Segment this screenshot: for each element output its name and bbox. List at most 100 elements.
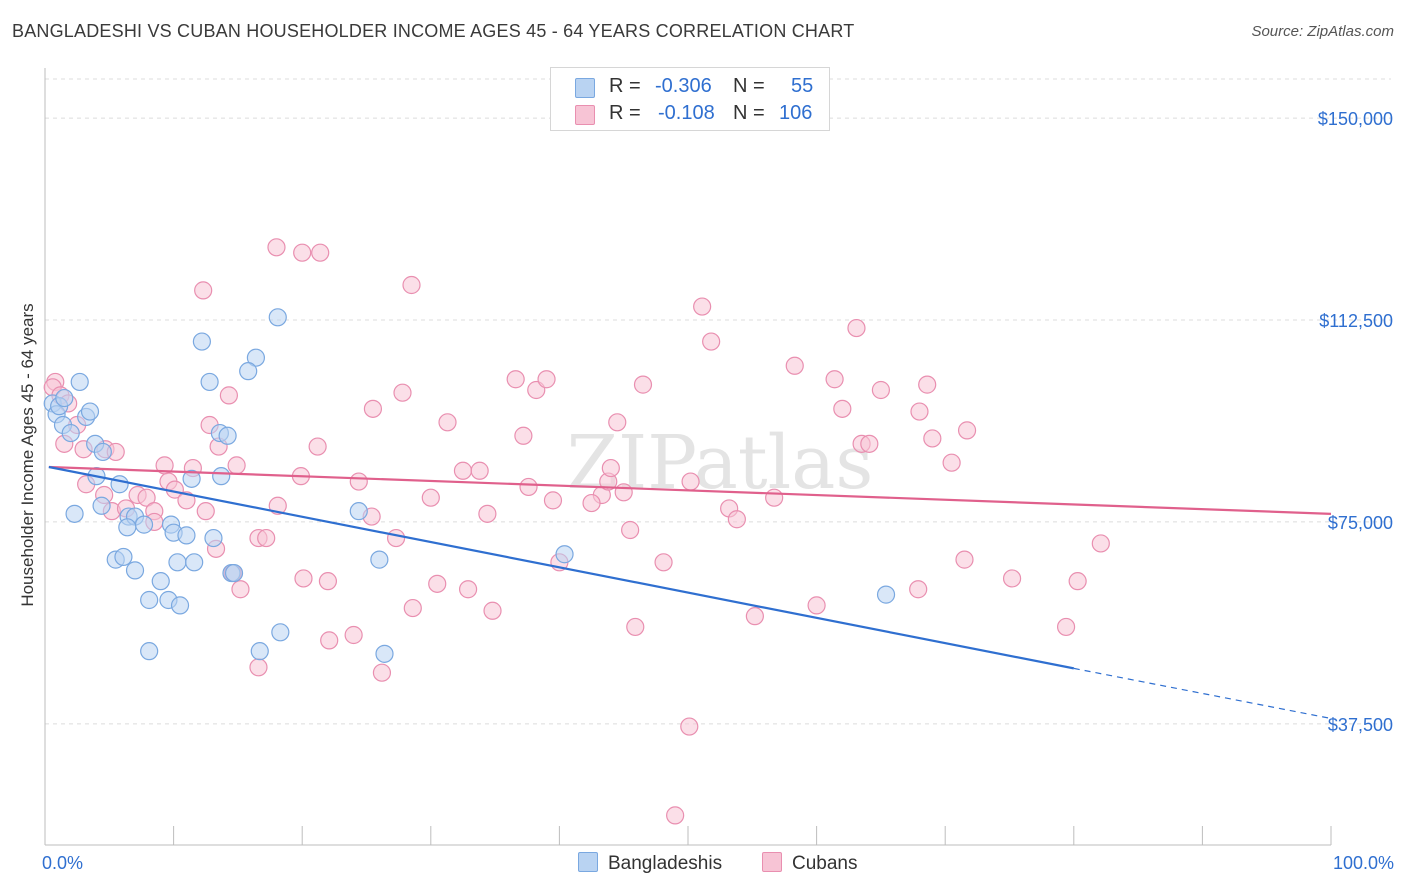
data-point [745,607,764,626]
data-point [294,569,313,588]
data-point [239,362,258,381]
data-point [833,399,852,418]
data-point [537,370,556,389]
data-point [224,563,244,583]
data-point [170,596,190,615]
data-point [151,572,170,591]
data-point [918,375,937,394]
data-point [204,528,223,548]
y-tick-label: $75,000 [1328,513,1393,533]
legend-r-value: -0.108 [658,102,715,124]
data-point [1056,617,1076,637]
y-tick-label: $150,000 [1318,109,1393,129]
data-point [681,472,700,491]
data-point [785,356,804,375]
data-point [320,631,339,650]
data-point [453,461,473,480]
data-point [311,243,330,262]
data-point [601,458,620,478]
bangladeshis-points [43,308,896,663]
cubans-points [43,238,1110,825]
data-point [370,550,389,569]
data-point [909,580,928,599]
data-point [219,386,238,405]
data-point [249,658,268,677]
data-point [555,545,574,564]
data-point [680,717,699,736]
data-point [923,429,942,448]
data-point [608,413,627,432]
data-point [375,644,394,663]
data-point [140,590,159,610]
data-point [218,426,237,445]
x-tick-label-min: 0.0% [42,853,84,873]
y-tick-labels: $37,500 $75,000 $112,500 $150,000 [1318,109,1393,735]
bottom-legend-bangladeshis: Bangladeshis [578,852,722,875]
data-point [876,585,896,604]
data-point [137,488,156,507]
data-point [185,553,204,572]
bottom-legend-cubans: Cubans [762,852,858,875]
data-point [1068,572,1087,591]
data-point [957,421,977,440]
data-point [61,423,80,443]
legend-swatch-blue [578,852,598,872]
trend-line-cubans [48,465,1332,515]
data-point [765,488,784,507]
data-point [227,456,246,475]
data-point [582,493,601,513]
legend-n-label: N = [733,102,765,124]
legend-n-value: 106 [779,102,813,124]
y-axis-label: Householder Income Ages 45 - 64 years [18,303,37,607]
data-point [293,243,312,262]
data-point [470,461,489,480]
legend-label-bangladeshis: Bangladeshis [608,853,723,874]
data-point [246,348,266,367]
data-point [231,580,250,599]
data-point [1091,534,1110,553]
data-point [633,375,653,394]
data-point [344,625,363,645]
legend-r-value: -0.306 [655,75,712,97]
data-point [386,528,406,548]
trend-line-bangladeshis [48,465,1075,670]
trend-lines [48,465,1332,720]
data-point [702,332,721,351]
gridlines [45,78,1391,725]
legend-swatch-pink [762,852,782,872]
data-point [318,572,338,591]
legend-swatch-pink [575,105,595,125]
data-point [807,596,826,615]
data-point [654,553,673,572]
data-point [393,383,412,402]
data-point [349,472,368,491]
data-point [200,372,219,392]
data-point [194,281,213,300]
data-point [727,510,746,529]
legend-r-label: R = [609,102,641,124]
data-point [168,553,187,572]
data-point [250,642,269,661]
data-point [308,437,327,456]
data-point [626,617,645,637]
legend-n-value: 55 [791,75,814,97]
data-point [428,574,447,593]
data-point [693,297,712,316]
axes [44,68,1332,846]
data-point [125,561,145,580]
data-point [192,332,211,351]
data-point [666,806,685,825]
data-point [478,504,497,523]
data-point [80,402,100,421]
data-point [134,515,154,534]
data-point [257,528,276,548]
data-point [825,370,844,389]
data-point [55,388,74,408]
data-point [847,318,866,338]
data-point [458,580,478,599]
data-point [438,413,457,432]
data-point [271,623,290,642]
data-point [543,491,563,510]
data-point [514,426,533,445]
chart-title: BANGLADESHI VS CUBAN HOUSEHOLDER INCOME … [12,21,855,41]
